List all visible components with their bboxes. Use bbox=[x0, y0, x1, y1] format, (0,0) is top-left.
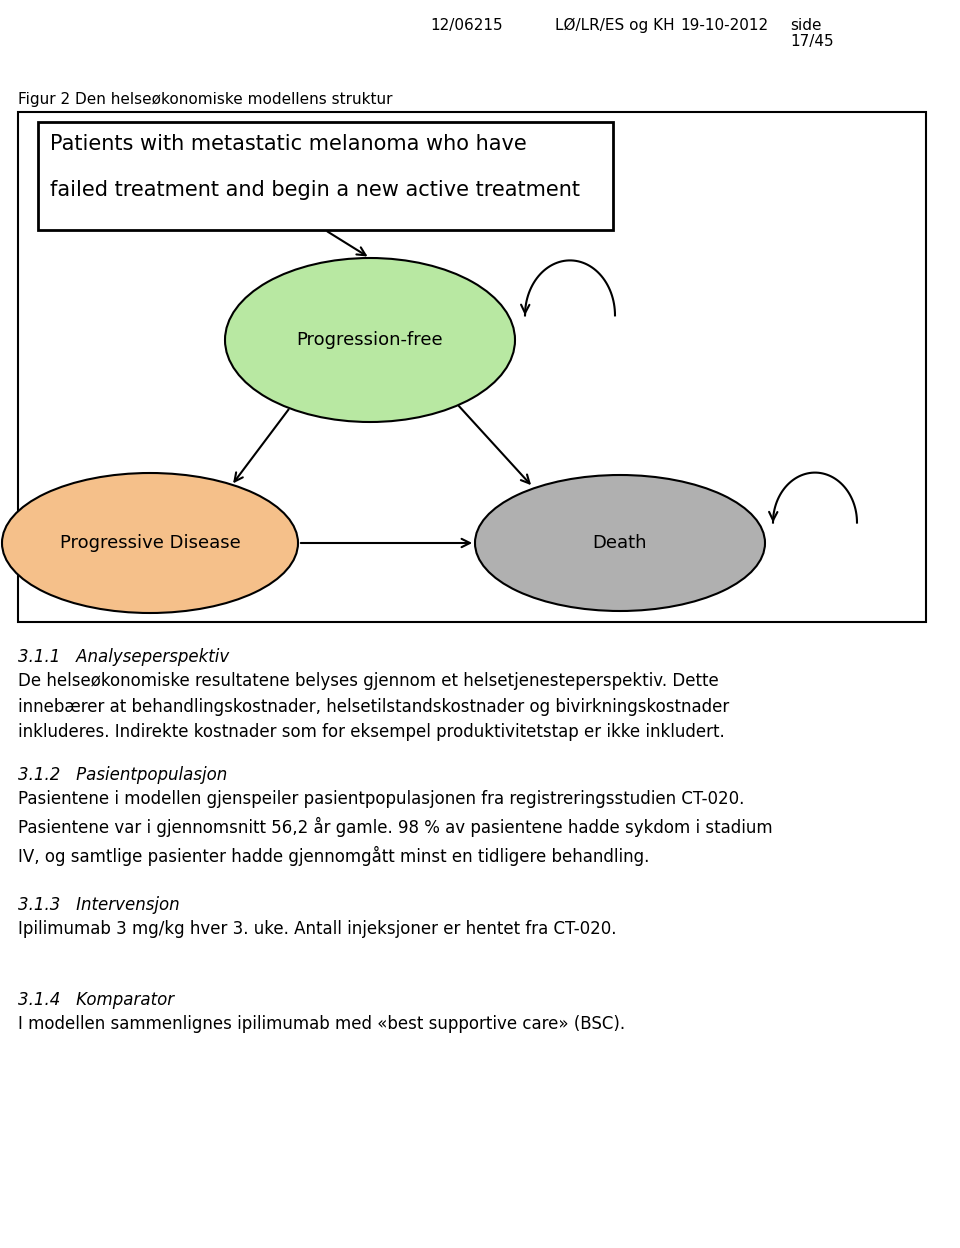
Text: 19-10-2012: 19-10-2012 bbox=[680, 17, 768, 32]
Text: Patients with metastatic melanoma who have: Patients with metastatic melanoma who ha… bbox=[50, 134, 527, 154]
Ellipse shape bbox=[2, 473, 298, 613]
Ellipse shape bbox=[475, 475, 765, 612]
Text: 3.1.1   Analyseperspektiv: 3.1.1 Analyseperspektiv bbox=[18, 648, 229, 666]
Text: I modellen sammenlignes ipilimumab med «best supportive care» (BSC).: I modellen sammenlignes ipilimumab med «… bbox=[18, 1015, 625, 1033]
Text: 17/45: 17/45 bbox=[790, 34, 833, 49]
Text: Figur 2 Den helseøkonomiske modellens struktur: Figur 2 Den helseøkonomiske modellens st… bbox=[18, 92, 393, 107]
Text: De helseøkonomiske resultatene belyses gjennom et helsetjenesteperspektiv. Dette: De helseøkonomiske resultatene belyses g… bbox=[18, 671, 730, 741]
Text: 3.1.3   Intervensjon: 3.1.3 Intervensjon bbox=[18, 896, 180, 914]
Text: failed treatment and begin a new active treatment: failed treatment and begin a new active … bbox=[50, 180, 580, 200]
Text: Ipilimumab 3 mg/kg hver 3. uke. Antall injeksjoner er hentet fra CT-020.: Ipilimumab 3 mg/kg hver 3. uke. Antall i… bbox=[18, 920, 616, 938]
Text: 12/06215: 12/06215 bbox=[430, 17, 503, 32]
Text: Progression-free: Progression-free bbox=[297, 331, 444, 349]
Text: LØ/LR/ES og KH: LØ/LR/ES og KH bbox=[555, 17, 675, 34]
Bar bbox=[38, 122, 613, 230]
Text: 3.1.2   Pasientpopulasjon: 3.1.2 Pasientpopulasjon bbox=[18, 766, 228, 784]
Text: side: side bbox=[790, 17, 822, 32]
Text: Pasientene i modellen gjenspeiler pasientpopulasjonen fra registreringsstudien C: Pasientene i modellen gjenspeiler pasien… bbox=[18, 790, 773, 866]
Text: Death: Death bbox=[592, 534, 647, 552]
Ellipse shape bbox=[225, 258, 515, 422]
Text: Progressive Disease: Progressive Disease bbox=[60, 534, 240, 552]
Text: 3.1.4   Komparator: 3.1.4 Komparator bbox=[18, 991, 174, 1008]
Bar bbox=[18, 112, 926, 622]
